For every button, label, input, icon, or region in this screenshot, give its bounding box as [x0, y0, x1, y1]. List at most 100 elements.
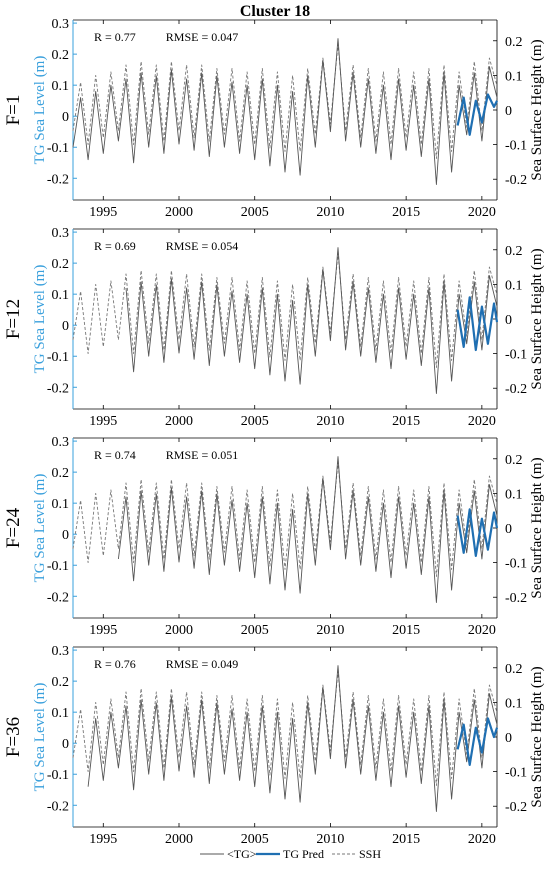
x-tick-label: 2020 — [468, 414, 496, 429]
left-y-tick-label: 0.2 — [52, 257, 70, 272]
left-y-axis-label: TG Sea Level (m) — [32, 683, 48, 792]
series-tg-line — [117, 456, 498, 603]
panel-label: F=36 — [3, 717, 24, 757]
x-tick-label: 2010 — [316, 205, 344, 220]
panel-label: F=12 — [3, 299, 24, 339]
left-y-tick-label: 0.3 — [52, 17, 70, 32]
legend-label-2: TG Pred — [283, 847, 324, 861]
left-y-tick-label: 0 — [62, 319, 69, 334]
right-y-tick-label: -0.2 — [505, 800, 527, 815]
x-tick-label: 2010 — [316, 414, 344, 429]
x-tick-label: 2000 — [165, 414, 193, 429]
x-tick-label: 2020 — [468, 832, 496, 847]
left-y-tick-label: 0.1 — [52, 706, 70, 721]
right-y-tick-label: -0.2 — [505, 382, 527, 397]
x-tick-label: 1995 — [89, 205, 117, 220]
left-y-axis-label: TG Sea Level (m) — [32, 265, 48, 374]
left-y-tick-label: 0 — [62, 110, 69, 125]
x-tick-label: 2005 — [241, 623, 269, 638]
figure-title: Cluster 18 — [240, 3, 310, 20]
series-tg-line — [72, 38, 498, 185]
panel-3: 1995 2000 2005 2010 2015 2020 -0.2 -0.1 0 0.1 0.2 0… — [3, 435, 545, 638]
series-tgpred-line — [456, 717, 499, 767]
x-tick-label: 2000 — [165, 832, 193, 847]
right-y-axis-label: Sea Surface Height (m) — [529, 39, 545, 180]
left-y-tick-label: 0.1 — [52, 288, 70, 303]
legend-label-3: SSH — [359, 847, 381, 861]
x-tick-label: 1995 — [89, 414, 117, 429]
left-y-tick-label: 0.2 — [52, 48, 70, 63]
right-y-tick-label: -0.1 — [505, 766, 527, 781]
right-y-tick-label: 0.1 — [505, 69, 523, 84]
legend-label-1: <TG> — [227, 847, 257, 861]
right-y-tick-label: 0 — [505, 522, 512, 537]
x-tick-label: 2005 — [241, 832, 269, 847]
series-ssh-line — [72, 461, 498, 577]
panel-4: 1995 2000 2005 2010 2015 2020 -0.2 -0.1 0 0.1 0.2 0… — [3, 644, 545, 847]
series-ssh-line — [72, 252, 498, 368]
series-ssh-line — [72, 670, 498, 786]
legend: <TG> TG Pred SSH — [200, 847, 381, 861]
right-y-tick-label: -0.1 — [505, 348, 527, 363]
right-y-tick-label: -0.1 — [505, 139, 527, 154]
panels: 1995 2000 2005 2010 2015 2020 -0.2 -0.1 0 0.1 0.2 0… — [3, 17, 545, 847]
series-tgpred-line — [456, 296, 499, 352]
panel-1: 1995 2000 2005 2010 2015 2020 -0.2 -0.1 0 0.1 0.2 0… — [3, 17, 545, 220]
left-y-axis-label: TG Sea Level (m) — [32, 56, 48, 165]
left-y-tick-label: 0 — [62, 528, 69, 543]
right-y-tick-label: 0.1 — [505, 696, 523, 711]
panel-label: F=24 — [3, 507, 24, 548]
left-y-tick-label: -0.2 — [47, 590, 69, 605]
right-y-tick-label: 0.2 — [505, 244, 523, 259]
x-tick-label: 1995 — [89, 623, 117, 638]
right-y-tick-label: 0 — [505, 731, 512, 746]
series-tgpred-line — [456, 93, 498, 136]
x-tick-label: 2015 — [392, 623, 420, 638]
left-y-tick-label: 0.2 — [52, 466, 70, 481]
left-y-tick-label: -0.1 — [47, 768, 69, 783]
x-tick-label: 2010 — [316, 623, 344, 638]
right-y-tick-label: 0.1 — [505, 278, 523, 293]
right-y-tick-label: 0.1 — [505, 487, 523, 502]
left-y-tick-label: 0.1 — [52, 497, 70, 512]
left-y-tick-label: 0.3 — [52, 226, 70, 241]
x-tick-label: 2015 — [392, 414, 420, 429]
right-y-tick-label: 0.2 — [505, 662, 523, 677]
stats-annotation: R = 0.77 RMSE = 0.047 — [94, 30, 238, 44]
series-ssh-line — [72, 43, 498, 159]
right-y-tick-label: -0.1 — [505, 557, 527, 572]
series-tgpred-line — [456, 508, 499, 558]
x-tick-label: 2020 — [468, 205, 496, 220]
x-tick-label: 1995 — [89, 832, 117, 847]
right-y-tick-label: 0 — [505, 104, 512, 119]
x-tick-label: 2020 — [468, 623, 496, 638]
panel-2: 1995 2000 2005 2010 2015 2020 -0.2 -0.1 0 0.1 0.2 0… — [3, 226, 545, 429]
stats-annotation: R = 0.74 RMSE = 0.051 — [94, 448, 238, 462]
stats-annotation: R = 0.76 RMSE = 0.049 — [94, 657, 238, 671]
right-y-axis-label: Sea Surface Height (m) — [529, 457, 545, 598]
left-y-tick-label: -0.2 — [47, 799, 69, 814]
x-tick-label: 2010 — [316, 832, 344, 847]
left-y-tick-label: 0 — [62, 737, 69, 752]
series-tg-line — [87, 665, 498, 812]
left-y-tick-label: 0.3 — [52, 435, 70, 450]
right-y-tick-label: 0 — [505, 313, 512, 328]
right-y-tick-label: -0.2 — [505, 173, 527, 188]
x-tick-label: 2015 — [392, 832, 420, 847]
left-y-tick-label: -0.1 — [47, 559, 69, 574]
left-y-tick-label: 0.3 — [52, 644, 70, 659]
left-y-tick-label: 0.1 — [52, 79, 70, 94]
right-y-tick-label: 0.2 — [505, 35, 523, 50]
left-y-axis-label: TG Sea Level (m) — [32, 474, 48, 583]
right-y-tick-label: -0.2 — [505, 591, 527, 606]
left-y-tick-label: -0.1 — [47, 141, 69, 156]
x-tick-label: 2005 — [241, 205, 269, 220]
right-y-axis-label: Sea Surface Height (m) — [529, 248, 545, 389]
left-y-tick-label: -0.2 — [47, 172, 69, 187]
x-tick-label: 2000 — [165, 623, 193, 638]
x-tick-label: 2000 — [165, 205, 193, 220]
stats-annotation: R = 0.69 RMSE = 0.054 — [94, 239, 238, 253]
series-tg-line — [125, 247, 498, 394]
right-y-tick-label: 0.2 — [505, 453, 523, 468]
